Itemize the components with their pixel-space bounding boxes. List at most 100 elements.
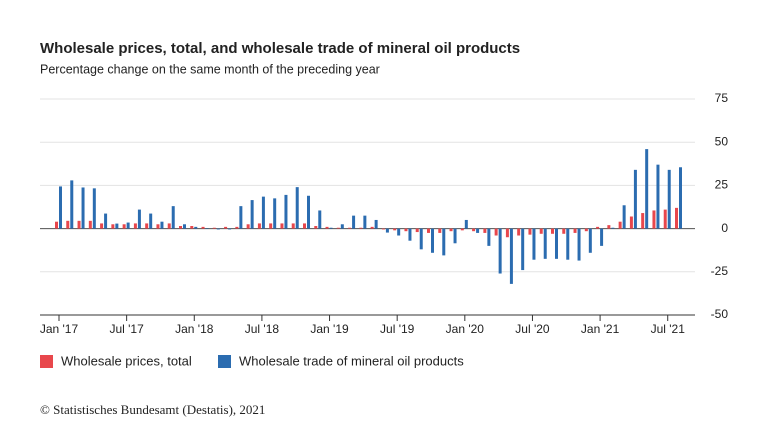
bar <box>543 228 547 259</box>
bar <box>228 228 232 230</box>
x-tick-label: Jan '20 <box>446 322 485 336</box>
bar <box>404 228 408 232</box>
bar <box>336 227 340 229</box>
bar <box>509 228 513 284</box>
bar <box>438 228 442 233</box>
bar <box>600 228 604 246</box>
y-tick-label: -25 <box>711 264 729 278</box>
x-tick-label: Jul '19 <box>380 322 415 336</box>
bar <box>487 228 491 246</box>
source: © Statistisches Bundesamt (Destatis), 20… <box>40 402 265 417</box>
bar <box>145 223 149 229</box>
bar <box>133 223 137 229</box>
bar <box>314 226 318 229</box>
bar <box>577 228 581 261</box>
y-tick-label: 50 <box>715 134 729 148</box>
bar <box>566 228 570 260</box>
bar <box>562 228 566 234</box>
bar <box>596 226 600 229</box>
bar <box>551 228 554 234</box>
x-tick-label: Jan '18 <box>175 322 214 336</box>
bar <box>453 228 457 244</box>
bar <box>88 220 92 229</box>
bar <box>498 228 502 274</box>
bar <box>641 213 645 229</box>
bar <box>483 228 487 233</box>
bar <box>588 228 592 253</box>
bar <box>476 228 480 233</box>
bar <box>59 186 62 229</box>
y-tick-label: 75 <box>715 91 729 105</box>
bar <box>239 206 243 229</box>
bar <box>291 223 295 229</box>
bar <box>70 180 74 229</box>
chart-title: Wholesale prices, total, and wholesale t… <box>40 40 520 57</box>
bar <box>280 223 284 229</box>
bar <box>359 227 363 229</box>
bar <box>325 226 329 229</box>
x-tick-label: Jul '18 <box>245 322 280 336</box>
bar <box>629 216 633 229</box>
bar <box>532 228 536 260</box>
bar <box>307 195 310 229</box>
bar <box>584 228 588 232</box>
bar <box>81 187 85 229</box>
bar <box>464 219 468 229</box>
bar <box>126 222 130 229</box>
bar <box>442 228 446 256</box>
x-tick-label: Jan '17 <box>40 322 79 336</box>
bar <box>216 228 220 230</box>
bar <box>656 164 660 229</box>
x-tick-label: Jul '21 <box>651 322 686 336</box>
legend-label: Wholesale prices, total <box>61 353 192 368</box>
bar <box>273 198 277 229</box>
bar <box>167 223 171 229</box>
bar <box>348 227 352 229</box>
bar <box>374 219 378 229</box>
bar <box>449 228 453 232</box>
bar <box>224 226 228 229</box>
bar <box>137 209 141 229</box>
bar <box>431 228 434 253</box>
y-tick-label: -50 <box>711 307 729 321</box>
bar <box>100 223 104 229</box>
bar <box>645 149 649 229</box>
bar <box>179 226 182 229</box>
bar <box>419 228 423 250</box>
bar <box>329 227 333 229</box>
bar <box>66 220 70 229</box>
bar <box>505 228 509 238</box>
bar <box>250 200 254 229</box>
bar <box>618 221 622 229</box>
bar <box>205 228 209 229</box>
bar <box>194 226 198 229</box>
bar <box>611 227 615 229</box>
bar <box>318 210 322 229</box>
bar <box>212 227 216 229</box>
bar <box>555 228 558 259</box>
bar <box>427 228 430 233</box>
bar <box>472 228 476 232</box>
x-tick-label: Jan '21 <box>581 322 620 336</box>
y-tick-label: 25 <box>715 178 729 192</box>
bar <box>183 224 186 229</box>
bar <box>667 169 671 229</box>
bar <box>104 213 108 229</box>
bar <box>385 228 389 233</box>
bar <box>381 228 385 230</box>
bar <box>261 196 265 229</box>
bar <box>573 228 577 233</box>
bar <box>521 228 525 271</box>
bar <box>122 224 126 229</box>
bar <box>201 226 205 229</box>
y-tick-label: 0 <box>721 221 728 235</box>
bar <box>303 223 306 229</box>
bar <box>494 228 498 236</box>
bar <box>352 215 356 229</box>
bar <box>246 224 250 229</box>
bar <box>160 221 164 229</box>
bar <box>115 223 119 229</box>
bar <box>156 224 160 229</box>
bar <box>663 209 667 229</box>
